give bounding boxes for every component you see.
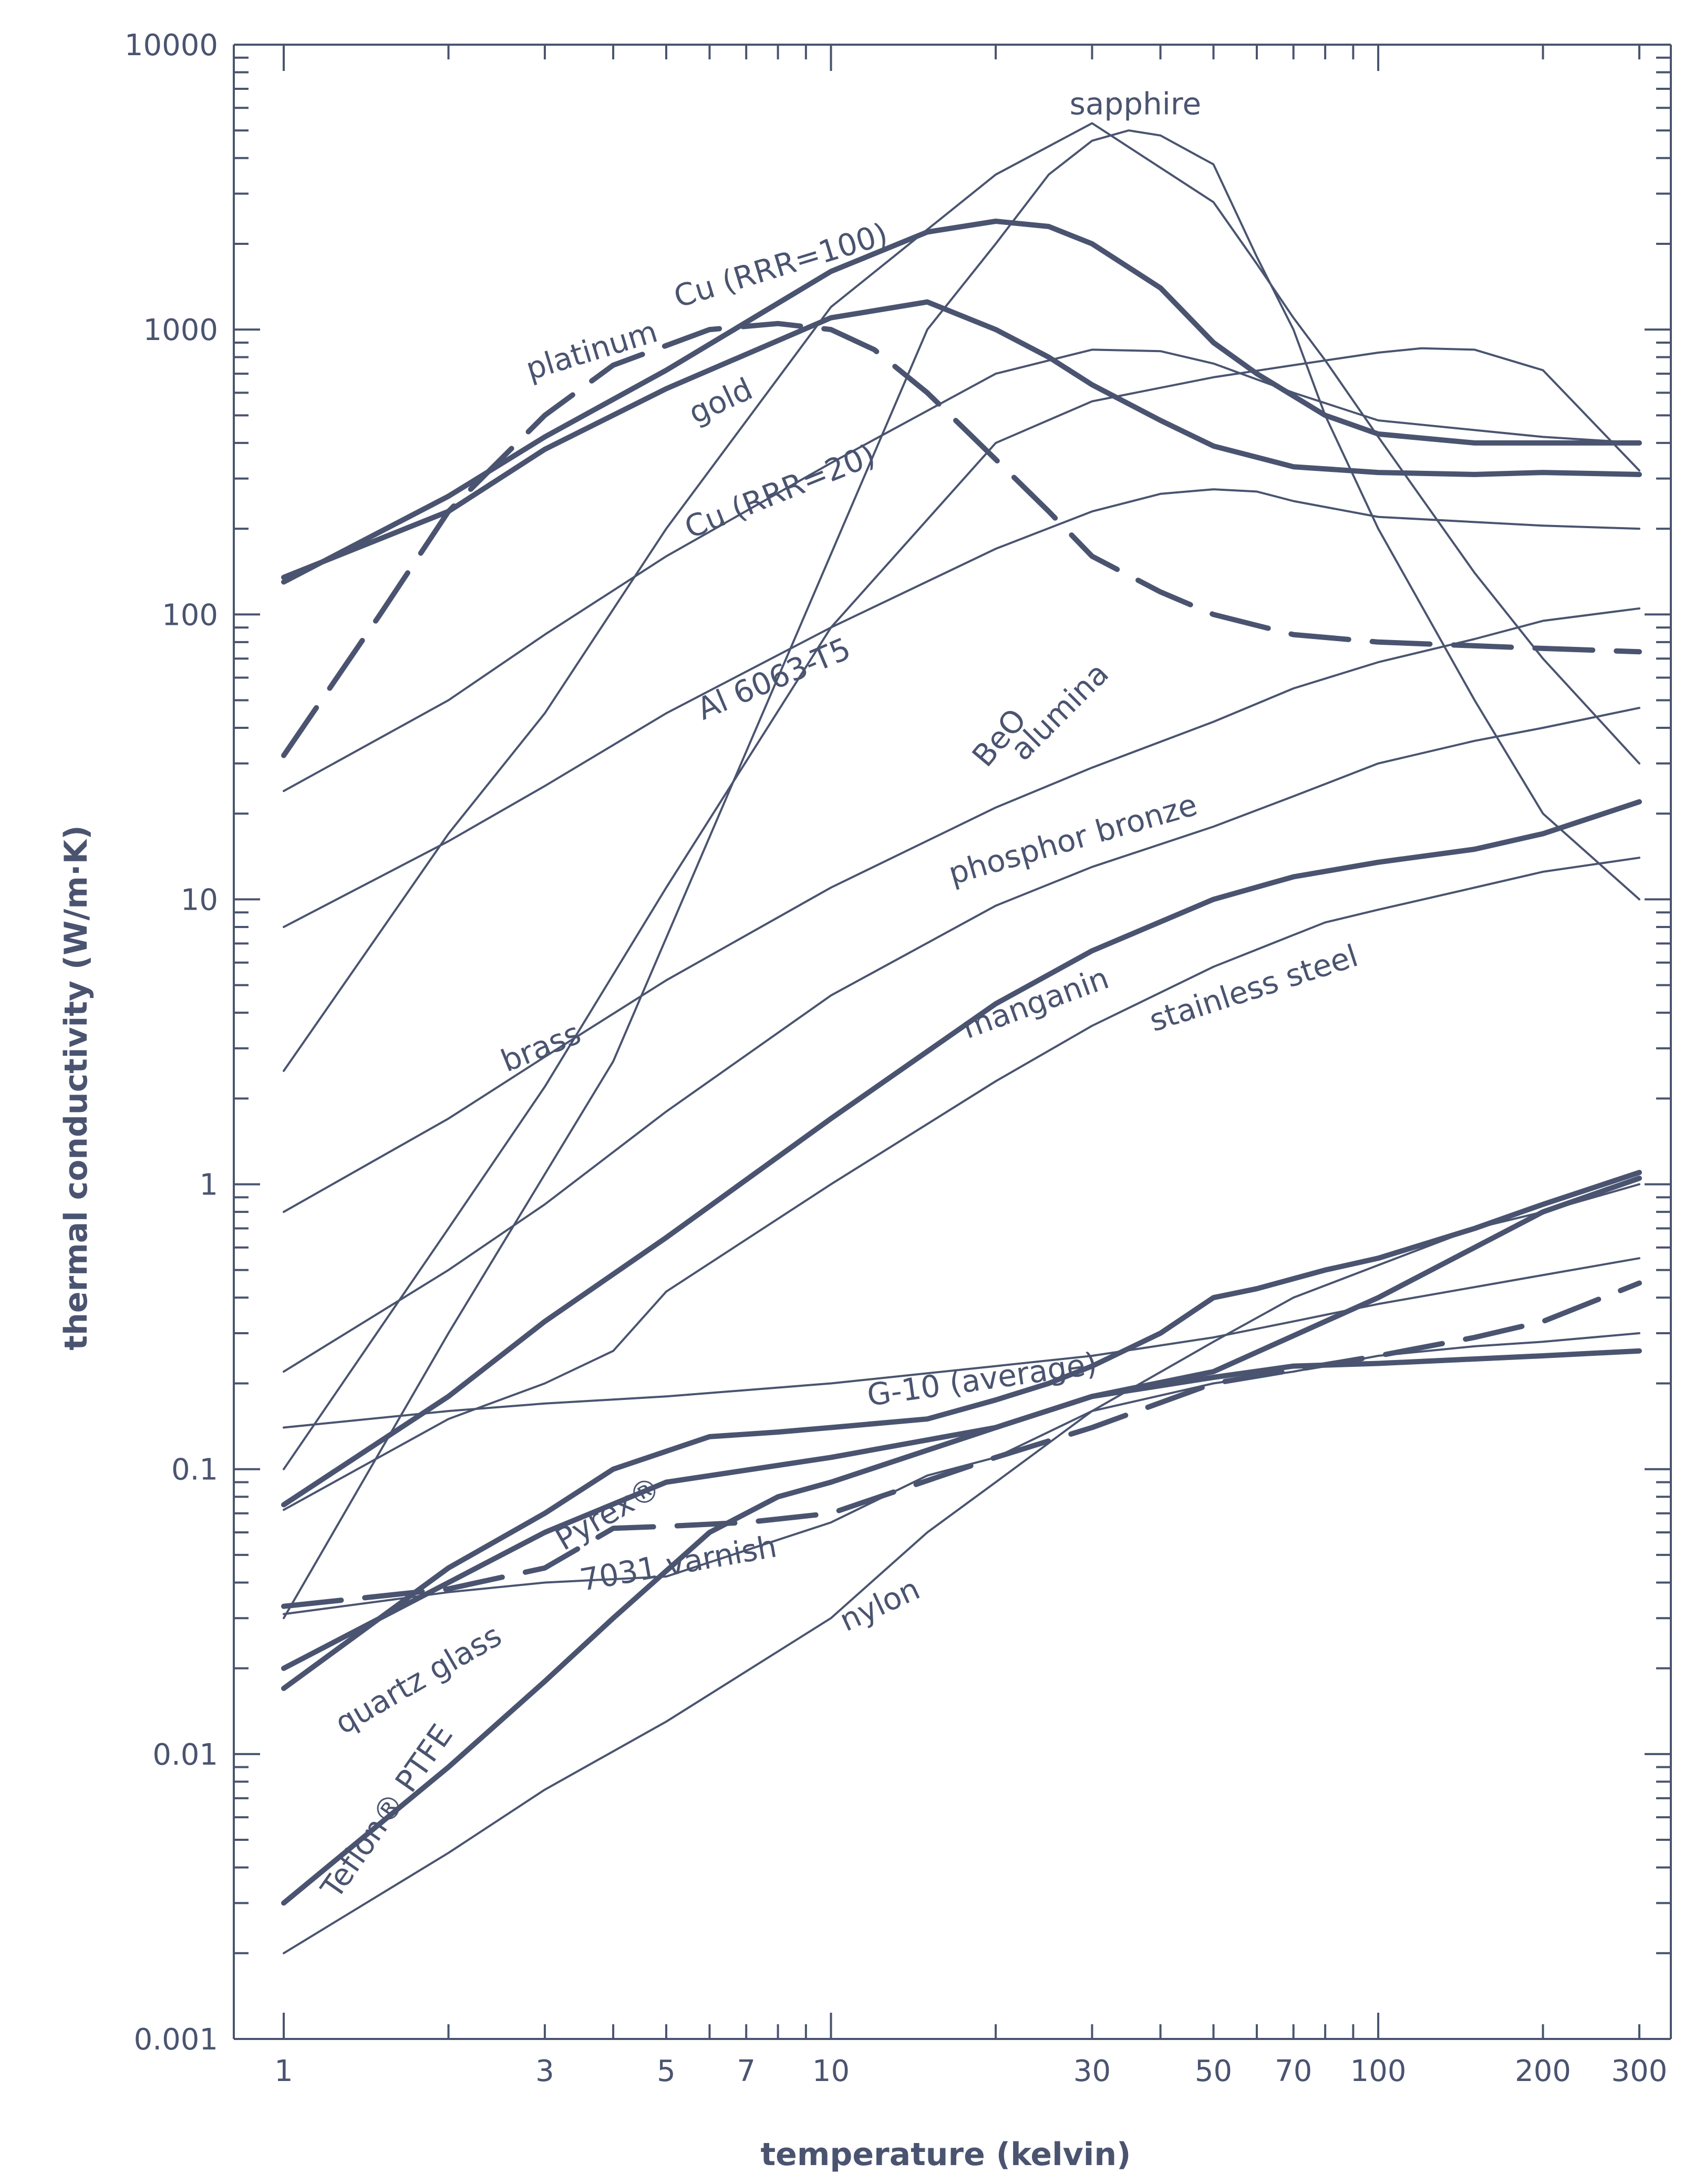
series-line-stainless-steel [283,857,1640,1511]
x-tick-label: 7 [737,2054,756,2088]
series-line-7031-varnish [281,1280,1642,1609]
series-line-brass [283,607,1640,1213]
series-line-al-6063-t5 [283,488,1640,928]
y-tick-label: 100 [162,598,218,632]
series-label: phosphor bronze [945,787,1201,892]
series-line-manganin [281,799,1642,1508]
x-tick-label: 10 [812,2054,850,2088]
y-tick-label: 0.01 [152,1738,218,1772]
y-tick-label: 0.001 [134,2023,218,2057]
x-tick-label: 50 [1195,2054,1232,2088]
series-label: Teflon® PTFE [314,1718,460,1905]
series-line-beo [283,122,1640,1072]
series-label: Al 6063-T5 [692,631,856,727]
x-tick-label: 30 [1073,2054,1111,2088]
x-axis-title: temperature (kelvin) [761,2136,1131,2173]
series-label: manganin [957,960,1113,1046]
x-tick-label: 1 [274,2054,293,2088]
series-line-cu-rrr-100 [281,219,1642,585]
x-tick-label: 100 [1350,2054,1407,2088]
y-tick-label: 1000 [143,313,218,347]
series-line-g-10-average [283,1257,1640,1429]
series-label: 7031 varnish [577,1528,780,1598]
series-line-phosphor-bronze [283,707,1640,1373]
series-line-unlabeled-18 [283,1183,1640,1954]
series-line-sapphire [283,129,1640,1620]
series-label: Pyrex® [549,1469,667,1558]
series-label: stainless steel [1145,938,1362,1038]
x-tick-label: 200 [1515,2054,1571,2088]
y-tick-label: 10 [181,883,218,917]
series-line-cu-rrr-20 [283,348,1640,792]
x-tick-label: 300 [1611,2054,1668,2088]
series-line-teflon-ptfe [281,1176,1642,1906]
x-tick-label: 3 [535,2054,554,2088]
series-line-platinum [281,321,1642,758]
series-layer [281,122,1642,1954]
series-line-nylon [283,1332,1640,1615]
y-tick-label: 1 [199,1168,218,1202]
series-line-pyrex [281,1170,1642,1691]
y-tick-label: 10000 [125,28,218,63]
series-label: platinum [522,313,662,387]
series-line-gold [281,299,1642,580]
series-line-alumina [283,347,1640,1470]
series-label: brass [496,1015,586,1079]
series-label: alumina [1004,655,1115,767]
axes: 0.001 0.01 0.1 1 10 100 1000 10000 1 3 5 7 10 30 50 70 1… [125,28,1672,2088]
series-label: Cu (RRR=20) [679,437,880,545]
y-axis-title: thermal conductivity (W/m·K) [58,825,95,1350]
y-tick-label: 0.1 [171,1453,218,1487]
series-label: nylon [834,1571,925,1639]
x-tick-label: 5 [657,2054,676,2088]
x-tick-label: 70 [1275,2054,1312,2088]
series-label: sapphire [1070,86,1202,121]
